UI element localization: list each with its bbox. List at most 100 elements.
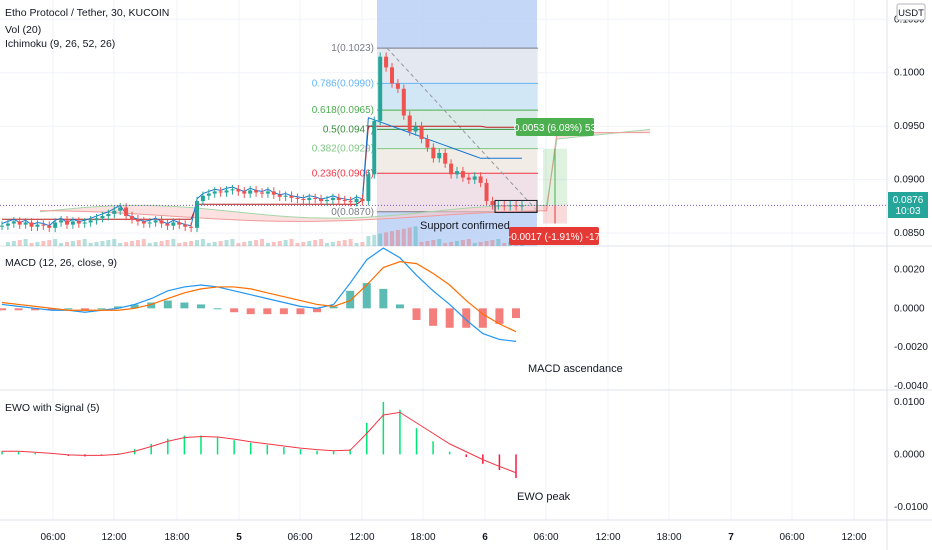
candle-38 bbox=[224, 190, 229, 193]
volume-bar-61 bbox=[360, 242, 365, 246]
candle-6 bbox=[35, 224, 40, 227]
macd-histogram-bar-31 bbox=[512, 308, 520, 319]
candle-76 bbox=[449, 163, 454, 175]
measure-tool[interactable]: 0.0053 (6.08%) 53 -0.0017 (-1.91%) -17 bbox=[508, 118, 601, 245]
candle-52 bbox=[307, 197, 312, 201]
candle-49 bbox=[289, 195, 294, 198]
candle-74 bbox=[437, 152, 442, 159]
candle-35 bbox=[206, 193, 211, 196]
volume-bar-8 bbox=[47, 240, 52, 246]
candle-11 bbox=[65, 220, 69, 225]
time-tick-13: 12:00 bbox=[841, 532, 866, 543]
volume-bar-24 bbox=[141, 239, 146, 246]
candle-40 bbox=[236, 189, 241, 192]
time-axis[interactable]: 06:00 12:00 18:00 5 06:00 12:00 18:00 6 06:00 12:… bbox=[40, 532, 866, 543]
candle-21 bbox=[124, 207, 129, 217]
candle-43 bbox=[254, 190, 259, 193]
volume-bar-74 bbox=[437, 239, 442, 246]
annotation-ewo[interactable]: EWO peak bbox=[517, 491, 571, 503]
candle-44 bbox=[260, 192, 264, 194]
candle-9 bbox=[53, 222, 58, 228]
volume-bar-10 bbox=[59, 243, 64, 246]
candle-16 bbox=[94, 218, 99, 221]
candle-50 bbox=[295, 197, 300, 199]
candle-60 bbox=[354, 198, 359, 203]
macd-panel bbox=[0, 247, 520, 342]
ewo-title[interactable]: EWO with Signal (5) bbox=[5, 402, 100, 414]
volume-bar-19 bbox=[112, 239, 117, 246]
candle-69 bbox=[407, 115, 412, 132]
volume-bar-29 bbox=[171, 239, 176, 246]
volume-bar-68 bbox=[401, 228, 406, 246]
annotation-support[interactable]: Support confirmed bbox=[420, 220, 510, 232]
candle-31 bbox=[183, 224, 188, 227]
candle-80 bbox=[472, 176, 477, 180]
macd-histogram-bar-27 bbox=[445, 308, 454, 328]
candle-15 bbox=[88, 220, 93, 223]
volume-bar-56 bbox=[330, 242, 335, 246]
fib-trend-line bbox=[386, 47, 539, 213]
candle-62 bbox=[366, 174, 371, 202]
candle-75 bbox=[443, 152, 448, 164]
volume-bar-72 bbox=[425, 241, 430, 246]
volume-bars bbox=[5, 226, 524, 246]
candle-20 bbox=[118, 207, 123, 211]
volume-bar-41 bbox=[242, 242, 247, 246]
time-tick-8: 06:00 bbox=[533, 532, 558, 543]
time-tick-10: 18:00 bbox=[656, 532, 681, 543]
candle-30 bbox=[177, 222, 182, 225]
annotation-macd[interactable]: MACD ascendance bbox=[528, 363, 623, 375]
volume-bar-79 bbox=[466, 239, 471, 246]
candle-12 bbox=[70, 221, 75, 225]
volume-bar-3 bbox=[17, 240, 22, 246]
macd-histogram-bar-9 bbox=[147, 302, 156, 309]
volume-bar-42 bbox=[248, 241, 253, 246]
volume-bar-1 bbox=[5, 242, 10, 246]
currency-badge[interactable] bbox=[896, 3, 926, 21]
ewo-tick-0: 0.0100 bbox=[894, 397, 925, 408]
volume-bar-28 bbox=[165, 240, 170, 246]
fib-zone-3 bbox=[377, 129, 538, 149]
volume-bar-69 bbox=[407, 227, 412, 246]
volume-bar-23 bbox=[135, 240, 140, 246]
currency-badge-label: USDT bbox=[898, 8, 924, 19]
volume-bar-14 bbox=[82, 239, 87, 246]
time-tick-7: 6 bbox=[482, 532, 488, 543]
candle-24 bbox=[141, 221, 146, 224]
volume-bar-22 bbox=[130, 241, 134, 246]
volume-bar-32 bbox=[189, 241, 194, 246]
time-tick-2: 18:00 bbox=[164, 532, 189, 543]
volume-indicator-label[interactable]: Vol (20) bbox=[5, 24, 41, 36]
candle-25 bbox=[147, 222, 152, 224]
ewo-panel bbox=[1, 401, 517, 478]
macd-title[interactable]: MACD (12, 26, close, 9) bbox=[5, 257, 117, 269]
macd-histogram-bar-29 bbox=[478, 308, 487, 328]
candle-86 bbox=[508, 205, 513, 207]
macd-histogram-bar-1 bbox=[14, 308, 23, 311]
candle-67 bbox=[395, 83, 400, 89]
macd-histogram-bar-28 bbox=[462, 308, 471, 328]
candle-32 bbox=[189, 226, 194, 228]
volume-bar-60 bbox=[354, 243, 359, 246]
macd-histogram-bar-0 bbox=[0, 308, 6, 311]
candle-78 bbox=[460, 171, 465, 178]
volume-bar-26 bbox=[153, 242, 158, 246]
candle-18 bbox=[106, 213, 111, 217]
volume-bar-75 bbox=[443, 243, 448, 246]
candle-71 bbox=[419, 126, 424, 140]
ichimoku-indicator-label[interactable]: Ichimoku (9, 26, 52, 26) bbox=[5, 38, 115, 50]
candle-88 bbox=[520, 205, 524, 207]
volume-bar-37 bbox=[218, 241, 223, 246]
candle-22 bbox=[130, 216, 134, 220]
fib-label-0.786: 0.786(0.0990) bbox=[312, 78, 374, 89]
fib-label-1: 1(0.1023) bbox=[331, 43, 374, 54]
fibonacci-retracement[interactable]: 1(0.1023) 0.786(0.0990) 0.618(0.0965) 0.5(0… bbox=[312, 43, 539, 218]
volume-bar-53 bbox=[313, 240, 318, 246]
measure-up-label-box bbox=[516, 118, 594, 136]
time-tick-3: 5 bbox=[236, 532, 242, 543]
candle-87 bbox=[514, 205, 519, 207]
volume-bar-58 bbox=[342, 240, 347, 246]
chart-title: Etho Protocol / Tether, 30, KUCOIN bbox=[5, 7, 169, 19]
macd-histogram-bar-6 bbox=[97, 308, 106, 310]
